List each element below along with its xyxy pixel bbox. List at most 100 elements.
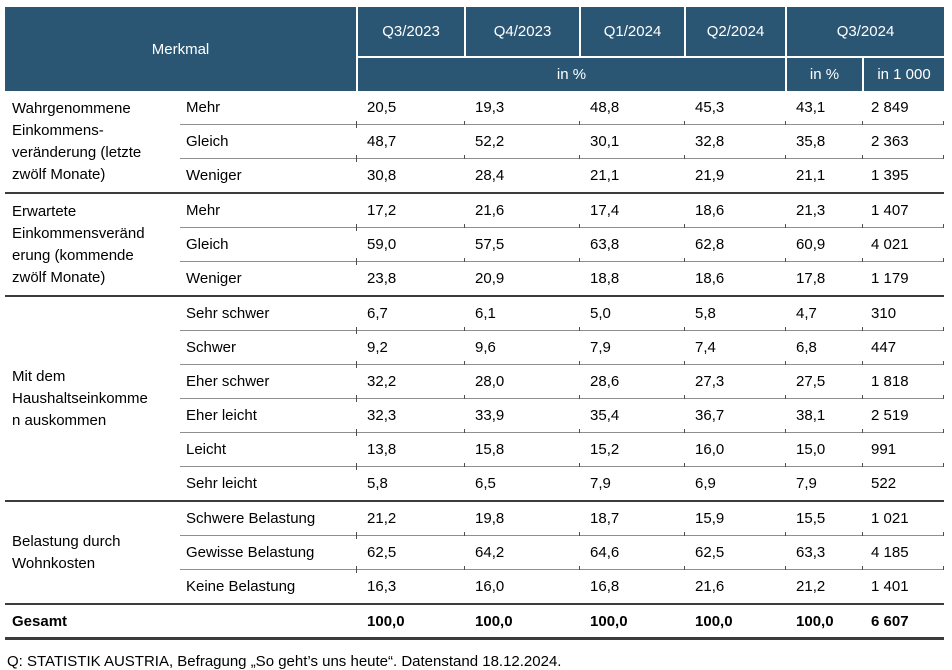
value-cell: 6,9 xyxy=(685,466,787,502)
column-header-q3-2024: Q3/2024 xyxy=(785,7,945,58)
value-cell: 17,2 xyxy=(356,193,466,230)
value-cell: 18,6 xyxy=(685,261,787,297)
value-cell: 57,5 xyxy=(464,227,581,265)
row-label: Gewisse Belastung xyxy=(180,535,358,570)
table-row: Leicht 13,8 15,8 15,2 16,0 15,0 991 xyxy=(5,432,945,470)
table-row: Belastung durch Wohnkosten Schwere Belas… xyxy=(5,501,945,605)
value-cell: 21,1 xyxy=(580,158,686,194)
value-cell: 30,8 xyxy=(357,158,466,194)
value-cell: 4 021 xyxy=(862,227,945,265)
column-header-q4-2023: Q4/2023 xyxy=(464,7,582,58)
group-label-belastung-wohnkosten: Belastung durch Wohnkosten xyxy=(5,501,180,605)
value-cell: 1 818 xyxy=(862,364,945,402)
total-value-cell: 100,0 xyxy=(357,604,466,640)
value-cell: 16,8 xyxy=(580,569,686,605)
unit-header-q3-2024-percent: in % xyxy=(785,56,865,91)
total-value-cell: 100,0 xyxy=(580,604,686,640)
value-cell: 33,9 xyxy=(464,398,581,436)
value-cell: 6,8 xyxy=(785,330,864,368)
value-cell: 4 185 xyxy=(862,535,945,573)
value-cell: 63,3 xyxy=(785,535,864,573)
row-label: Mehr xyxy=(180,91,358,125)
value-cell: 991 xyxy=(862,432,945,470)
value-cell: 18,7 xyxy=(579,501,686,538)
source-note: Q: STATISTIK AUSTRIA, Befragung „So geht… xyxy=(7,653,562,670)
value-cell: 522 xyxy=(863,466,945,502)
value-cell: 30,1 xyxy=(579,124,686,162)
table-row: Schwer 9,2 9,6 7,9 7,4 6,8 447 xyxy=(5,330,945,368)
value-cell: 1 407 xyxy=(862,193,945,230)
table-row: Mit dem Haushaltseinkomme n auskommen Se… xyxy=(5,296,945,502)
unit-header-q3-2024-thousand: in 1 000 xyxy=(862,56,945,91)
group-label-haushaltseinkommen-auskommen: Mit dem Haushaltseinkomme n auskommen xyxy=(5,296,180,502)
value-cell: 35,8 xyxy=(785,124,864,162)
group-label-erwartete-einkommensveraenderung: Erwartete Einkommensveränd erung (kommen… xyxy=(5,193,180,297)
value-cell: 20,5 xyxy=(356,91,466,128)
value-cell: 1 179 xyxy=(863,261,945,297)
column-header-q1-2024: Q1/2024 xyxy=(579,7,687,58)
total-value-cell: 100,0 xyxy=(786,604,864,640)
row-label: Leicht xyxy=(180,432,358,467)
value-cell: 32,3 xyxy=(356,398,466,436)
value-cell: 21,1 xyxy=(786,158,864,194)
value-cell: 4,7 xyxy=(785,296,864,333)
column-header-merkmal: Merkmal xyxy=(5,7,359,91)
value-cell: 23,8 xyxy=(357,261,466,297)
value-cell: 15,8 xyxy=(464,432,581,470)
value-cell: 32,8 xyxy=(684,124,787,162)
table-row: Gleich 48,7 52,2 30,1 32,8 35,8 2 363 xyxy=(5,124,945,162)
value-cell: 13,8 xyxy=(356,432,466,470)
value-cell: 20,9 xyxy=(465,261,581,297)
row-label: Schwer xyxy=(180,330,358,365)
value-cell: 310 xyxy=(862,296,945,333)
value-cell: 63,8 xyxy=(579,227,686,265)
row-label: Gleich xyxy=(180,227,358,262)
total-row: Gesamt 100,0 100,0 100,0 100,0 100,0 6 6… xyxy=(5,604,945,640)
group-label-wahrgenommene-einkommensveraenderung: Wahrgenommene Einkommens- veränderung (l… xyxy=(5,91,180,194)
value-cell: 21,2 xyxy=(356,501,466,538)
value-cell: 21,3 xyxy=(785,193,864,230)
total-label: Gesamt xyxy=(5,604,358,640)
value-cell: 62,5 xyxy=(356,535,466,573)
total-value-cell: 100,0 xyxy=(465,604,581,640)
row-label: Sehr schwer xyxy=(180,296,358,331)
value-cell: 5,8 xyxy=(684,296,787,333)
value-cell: 7,9 xyxy=(786,466,864,502)
value-cell: 45,3 xyxy=(684,91,787,128)
value-cell: 64,2 xyxy=(464,535,581,573)
value-cell: 62,5 xyxy=(684,535,787,573)
value-cell: 7,9 xyxy=(580,466,686,502)
row-label: Keine Belastung xyxy=(180,569,358,605)
value-cell: 7,4 xyxy=(684,330,787,368)
unit-header-percent: in % xyxy=(356,56,788,91)
value-cell: 21,6 xyxy=(464,193,581,230)
value-cell: 2 849 xyxy=(862,91,945,128)
value-cell: 15,0 xyxy=(785,432,864,470)
value-cell: 21,2 xyxy=(786,569,864,605)
value-cell: 28,4 xyxy=(465,158,581,194)
value-cell: 16,0 xyxy=(684,432,787,470)
value-cell: 43,1 xyxy=(785,91,864,128)
value-cell: 15,9 xyxy=(684,501,787,538)
value-cell: 18,8 xyxy=(580,261,686,297)
value-cell: 6,7 xyxy=(356,296,466,333)
table-row: Eher schwer 32,2 28,0 28,6 27,3 27,5 1 8… xyxy=(5,364,945,402)
value-cell: 52,2 xyxy=(464,124,581,162)
value-cell: 27,3 xyxy=(684,364,787,402)
value-cell: 1 401 xyxy=(863,569,945,605)
value-cell: 62,8 xyxy=(684,227,787,265)
value-cell: 17,8 xyxy=(786,261,864,297)
value-cell: 1 395 xyxy=(863,158,945,194)
value-cell: 447 xyxy=(862,330,945,368)
table-row: Keine Belastung 16,3 16,0 16,8 21,6 21,2… xyxy=(5,569,945,605)
value-cell: 5,8 xyxy=(357,466,466,502)
value-cell: 28,6 xyxy=(579,364,686,402)
row-label: Gleich xyxy=(180,124,358,159)
value-cell: 27,5 xyxy=(785,364,864,402)
value-cell: 16,3 xyxy=(357,569,466,605)
table-row: Weniger 23,8 20,9 18,8 18,6 17,8 1 179 xyxy=(5,261,945,297)
value-cell: 60,9 xyxy=(785,227,864,265)
row-label: Mehr xyxy=(180,193,358,228)
row-label: Sehr leicht xyxy=(180,466,358,502)
